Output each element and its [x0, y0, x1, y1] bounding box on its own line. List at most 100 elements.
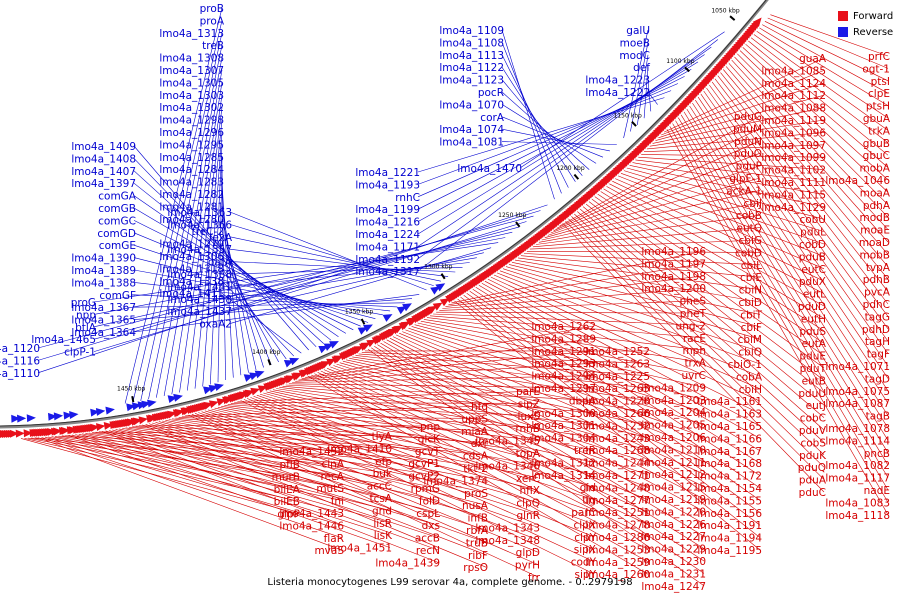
forward-leader-line — [168, 419, 487, 469]
forward-gene-arrow — [427, 305, 438, 314]
forward-leader-line — [680, 114, 889, 453]
forward-gene-label: lmo4a_1243 — [585, 433, 650, 445]
forward-leader-line — [171, 418, 487, 456]
forward-gene-label: clpY — [574, 532, 596, 544]
forward-leader-line — [326, 368, 649, 501]
legend-item-forward: Forward — [838, 8, 893, 24]
forward-gene-label: lmo4a_1253 — [585, 544, 650, 556]
forward-gene-label: hfq — [471, 401, 488, 413]
figure-caption: Listeria monocytogenes L99 serovar 4a, c… — [267, 577, 633, 588]
forward-leader-line — [433, 313, 705, 326]
forward-leader-line — [118, 428, 439, 501]
forward-gene-label: lmo4a_1225 — [585, 371, 650, 383]
forward-leader-line — [386, 339, 705, 512]
forward-gene-label: gbuB — [863, 138, 890, 150]
legend-label-reverse: Reverse — [853, 26, 894, 38]
forward-gene-label: ogt-1 — [862, 63, 890, 75]
forward-leader-line — [125, 427, 439, 476]
reverse-leader-line — [194, 119, 223, 389]
forward-gene-label: lmo4a_1263 — [585, 358, 650, 370]
reverse-gene-label: lmo4a_1397 — [71, 178, 136, 190]
forward-leader-line — [191, 413, 539, 565]
forward-leader-line — [41, 437, 343, 539]
forward-leader-line — [374, 345, 705, 562]
scale-tick-label: 1300 kbp — [424, 264, 452, 271]
forward-gene-arrow — [23, 429, 33, 438]
reverse-gene-label: lmo4a_1223 — [585, 75, 650, 87]
forward-gene-label: dxr — [471, 438, 489, 450]
forward-leader-line — [706, 87, 889, 342]
forward-gene-arrow — [15, 429, 25, 438]
forward-leader-line — [672, 123, 889, 491]
reverse-gene-label: lmo4a_1281 — [159, 201, 224, 213]
reverse-leader-line — [187, 107, 223, 391]
forward-gene-label: tvpA — [866, 262, 891, 274]
gene-track — [0, 17, 762, 438]
forward-gene-label: glnR — [516, 510, 540, 522]
reverse-gene-label: lmo4a_1308 — [159, 53, 224, 65]
reverse-leader-line — [133, 244, 369, 323]
forward-gene-label: lmo4a_1099 — [761, 152, 826, 164]
forward-leader-line — [514, 259, 761, 303]
reverse-gene-arrow — [90, 408, 100, 417]
forward-gene-label: treR — [574, 445, 596, 457]
reverse-leader-line — [163, 69, 223, 397]
forward-leader-line — [582, 206, 825, 406]
forward-gene-arrow — [366, 339, 377, 348]
forward-gene-label: lmo4a_1163 — [697, 409, 762, 421]
gene-labels: prfCogt-1ptsIclpEptsHgbuAtrkAgbuBgbuCmob… — [0, 3, 891, 593]
forward-gene-label: eutH — [801, 313, 826, 325]
forward-gene-label: tagB — [866, 411, 890, 423]
forward-gene-label: lmo4a_1046 — [825, 175, 890, 187]
forward-gene-label: lmo4a_1228 — [585, 396, 650, 408]
forward-gene-arrow — [53, 427, 63, 436]
forward-leader-line — [292, 375, 595, 383]
reverse-leader-line — [229, 267, 463, 275]
forward-gene-label: lmo4a_1124 — [761, 78, 826, 90]
forward-leader-line — [475, 287, 761, 464]
forward-leader-line — [115, 429, 439, 514]
forward-leader-line — [635, 159, 825, 183]
forward-gene-label: gbuC — [863, 150, 890, 162]
forward-gene-label: lmo4a_1085 — [761, 65, 826, 77]
forward-gene-label: pduX — [799, 276, 826, 288]
reverse-gene-label: treB — [202, 40, 224, 52]
forward-gene-label: cbiD — [739, 297, 762, 309]
reverse-leader-line — [519, 31, 725, 169]
scale-tick-mark — [684, 66, 690, 73]
forward-leader-line — [451, 250, 705, 304]
forward-gene-label: lmo4a_1293 — [531, 358, 596, 370]
forward-gene-label: accC — [367, 481, 392, 493]
forward-leader-line — [547, 165, 761, 236]
forward-leader-line — [298, 350, 595, 381]
forward-gene-label: lmo4a_1312 — [531, 457, 596, 469]
forward-leader-line — [742, 47, 889, 181]
reverse-leader-line — [133, 282, 391, 312]
forward-gene-label: cdsA — [463, 451, 489, 463]
reverse-gene-label: comGC — [98, 215, 136, 227]
reverse-gene-label: lmo4a_1108 — [439, 37, 504, 49]
forward-gene-label: lmo4a_1301 — [531, 420, 596, 432]
reverse-gene-label: lmo4a_1171 — [355, 241, 420, 253]
scale-tick-label: 1250 kbp — [498, 212, 526, 219]
forward-gene-label: lmo4a_1215 — [641, 482, 706, 494]
forward-gene-label: lmo4a_1220 — [641, 506, 706, 518]
forward-leader-line — [520, 255, 761, 278]
forward-leader-line — [770, 14, 889, 57]
forward-leader-line — [155, 422, 487, 518]
forward-leader-line — [538, 202, 761, 243]
forward-leader-line — [276, 388, 595, 438]
forward-gene-arrow — [96, 423, 106, 431]
forward-gene-label: moaE — [860, 225, 890, 237]
forward-gene-label: lmo4a_1168 — [697, 458, 762, 470]
forward-gene-label: cobA — [736, 371, 763, 383]
forward-leader-line — [532, 227, 761, 248]
reverse-gene-label: lmo4a_1298 — [159, 115, 224, 127]
forward-leader-line — [204, 410, 539, 516]
forward-gene-label: lmo4a_1196 — [641, 246, 706, 258]
forward-leader-line — [615, 178, 825, 270]
forward-gene-label: pduP — [736, 161, 762, 173]
forward-gene-label: lmo4a_1112 — [761, 90, 826, 102]
scale-tick-mark — [631, 121, 637, 127]
forward-leader-line — [224, 405, 539, 441]
